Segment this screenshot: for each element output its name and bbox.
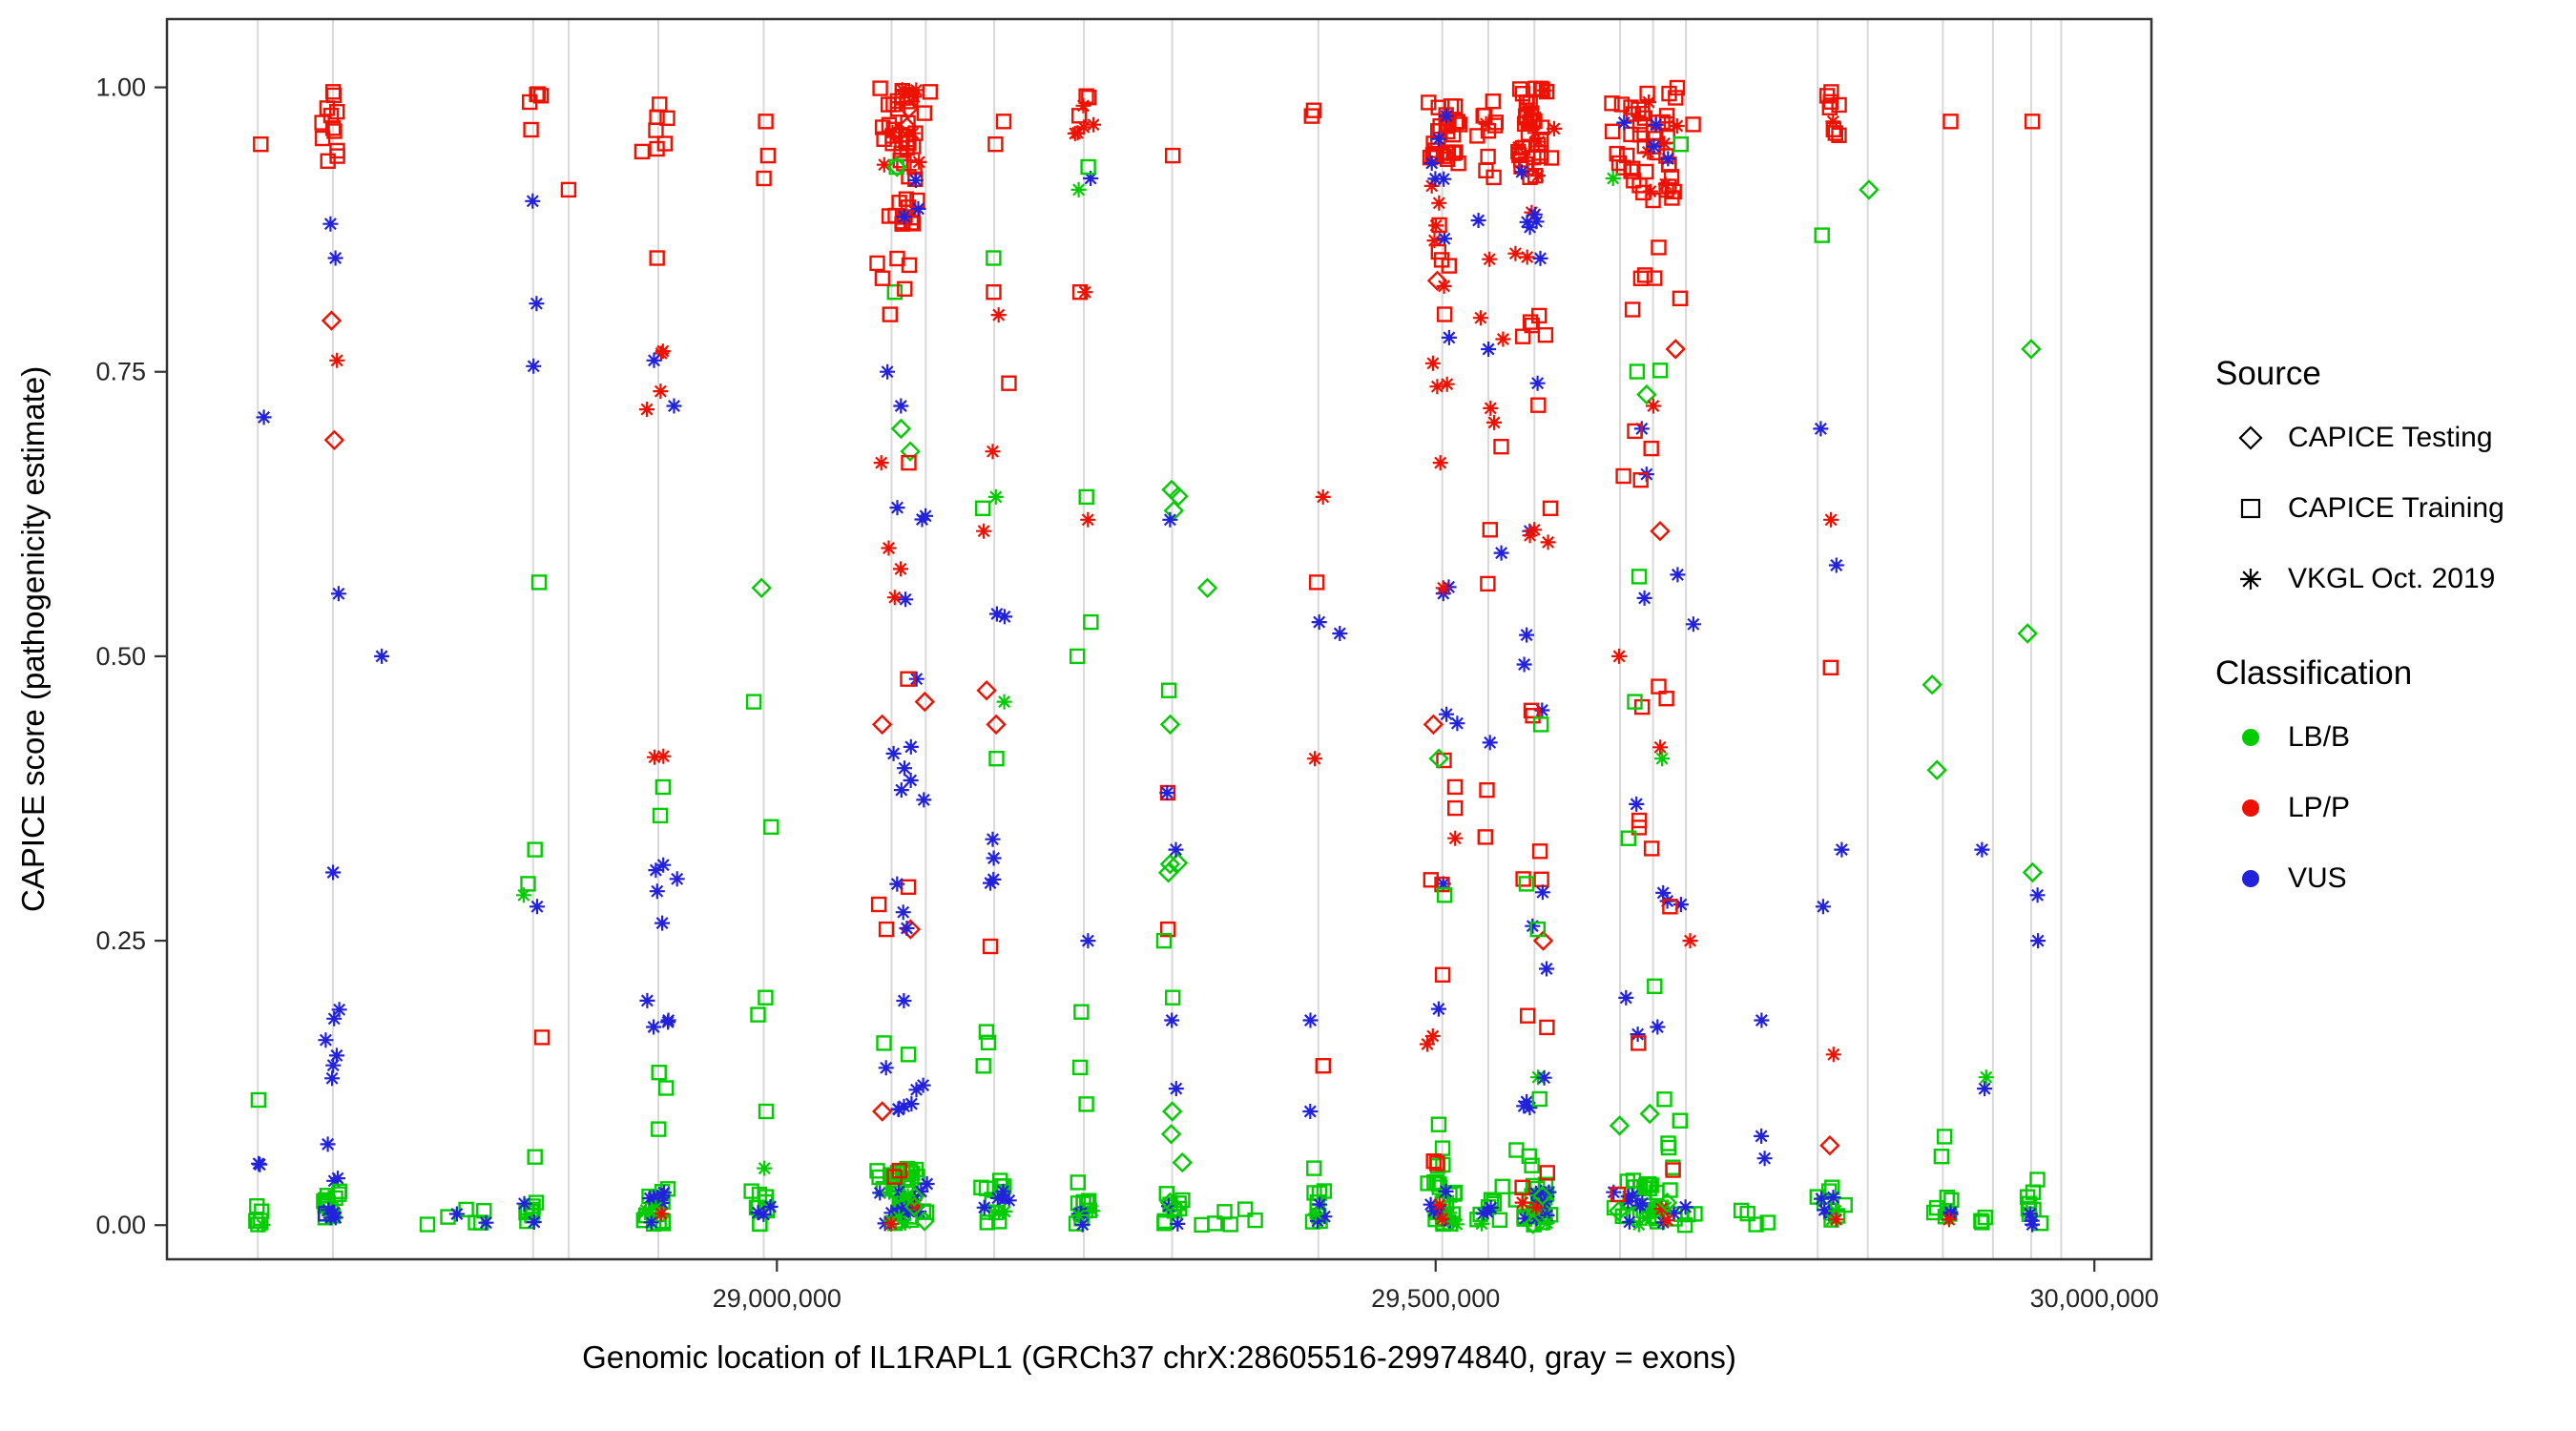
legend-source-title: Source bbox=[2215, 355, 2321, 392]
svg-text:30,000,000: 30,000,000 bbox=[2030, 1284, 2159, 1313]
asterisk-icon bbox=[2234, 563, 2267, 595]
legend-label: CAPICE Testing bbox=[2288, 422, 2493, 453]
legend-label: LP/P bbox=[2288, 792, 2351, 823]
legend-item-capice-testing: CAPICE Testing bbox=[2215, 422, 2568, 454]
x-axis-title: Genomic location of IL1RAPL1 (GRCh37 chr… bbox=[582, 1339, 1736, 1375]
legend-item-lpp: LP/P bbox=[2215, 792, 2568, 824]
legend-label: VKGL Oct. 2019 bbox=[2288, 563, 2496, 594]
legend-item-vus: VUS bbox=[2215, 862, 2568, 895]
svg-text:29,500,000: 29,500,000 bbox=[1371, 1284, 1500, 1313]
svg-text:1.00: 1.00 bbox=[95, 73, 146, 102]
open-square-icon bbox=[2234, 492, 2267, 525]
legend-item-lbb: LB/B bbox=[2215, 721, 2568, 754]
svg-text:0.00: 0.00 bbox=[95, 1211, 146, 1239]
legend-classification-title: Classification bbox=[2215, 654, 2413, 692]
legend-item-vkgl: VKGL Oct. 2019 bbox=[2215, 563, 2568, 595]
svg-text:0.25: 0.25 bbox=[95, 926, 146, 955]
legend: Source CAPICE Testing CAPICE Training VK… bbox=[2215, 355, 2568, 933]
green-dot-icon bbox=[2234, 721, 2267, 754]
blue-dot-icon bbox=[2234, 862, 2267, 895]
open-diamond-icon bbox=[2234, 422, 2267, 454]
legend-label: CAPICE Training bbox=[2288, 492, 2504, 524]
legend-label: VUS bbox=[2288, 862, 2347, 894]
red-dot-icon bbox=[2234, 792, 2267, 824]
legend-classification: Classification LB/B LP/P VUS bbox=[2215, 654, 2568, 895]
legend-item-capice-training: CAPICE Training bbox=[2215, 492, 2568, 525]
svg-text:0.75: 0.75 bbox=[95, 358, 146, 386]
y-axis-title: CAPICE score (pathogenicity estimate) bbox=[15, 365, 51, 913]
legend-label: LB/B bbox=[2288, 721, 2351, 753]
svg-text:0.50: 0.50 bbox=[95, 642, 146, 671]
svg-text:29,000,000: 29,000,000 bbox=[713, 1284, 841, 1313]
